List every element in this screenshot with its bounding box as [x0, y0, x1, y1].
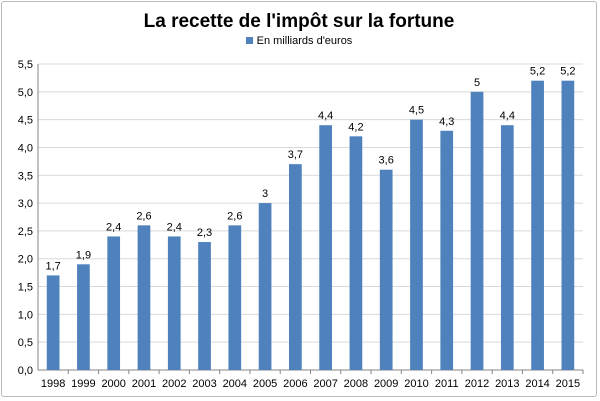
- bar: [77, 264, 90, 370]
- x-tick-label: 2008: [344, 378, 368, 390]
- data-label: 4,2: [348, 121, 363, 133]
- legend-swatch: [245, 37, 253, 44]
- y-tick-label: 3,5: [18, 170, 33, 182]
- x-tick-label: 2012: [465, 378, 489, 390]
- x-tick-label: 2009: [374, 378, 398, 390]
- data-label: 4,3: [439, 116, 454, 128]
- bar: [46, 275, 60, 370]
- x-tick-label: 1999: [71, 378, 95, 390]
- x-tick-label: 2001: [132, 378, 156, 390]
- y-tick-label: 4,0: [18, 142, 33, 154]
- chart-legend: En milliards d'euros: [2, 35, 596, 47]
- data-label: 2,6: [227, 210, 242, 222]
- y-tick-label: 4,5: [18, 115, 33, 127]
- x-tick-label: 2004: [223, 378, 247, 390]
- bar: [289, 164, 302, 370]
- data-label: 1,7: [45, 260, 60, 272]
- y-tick-label: 3,0: [18, 198, 33, 210]
- data-label: 2,6: [136, 210, 151, 222]
- x-tick-label: 2015: [556, 378, 580, 390]
- bar: [258, 203, 272, 370]
- y-tick-label: 1,5: [18, 282, 33, 294]
- data-label: 4,5: [409, 105, 424, 117]
- data-label: 3: [262, 188, 268, 200]
- y-tick-label: 0,0: [18, 365, 33, 377]
- bar: [137, 225, 151, 370]
- y-tick-label: 2,0: [18, 254, 33, 266]
- legend-label: En milliards d'euros: [256, 35, 353, 47]
- x-tick-label: 2005: [253, 378, 277, 390]
- bar: [319, 125, 332, 370]
- y-tick-label: 5,5: [18, 59, 33, 71]
- y-tick-label: 5,0: [18, 87, 33, 99]
- y-tick-label: 2,5: [18, 226, 33, 238]
- x-tick-label: 2000: [101, 378, 125, 390]
- x-tick-label: 2007: [313, 378, 337, 390]
- x-tick-label: 2010: [404, 378, 428, 390]
- x-tick-label: 2006: [283, 378, 307, 390]
- data-label: 5: [474, 77, 480, 89]
- data-label: 5,2: [560, 66, 575, 78]
- bar: [228, 225, 242, 370]
- data-label: 4,4: [318, 110, 333, 122]
- data-label: 3,6: [379, 155, 394, 167]
- x-tick-label: 2002: [162, 378, 186, 390]
- chart-title: La recette de l'impôt sur la fortune: [143, 11, 455, 32]
- x-tick-label: 2014: [525, 378, 549, 390]
- bar: [440, 130, 454, 370]
- bar: [379, 169, 393, 370]
- x-tick-label: 2003: [192, 378, 216, 390]
- bar: [500, 125, 514, 370]
- data-label: 4,4: [500, 110, 515, 122]
- x-tick-label: 2011: [435, 378, 459, 390]
- bar: [410, 119, 423, 371]
- bar: [349, 136, 363, 370]
- bar: [167, 236, 181, 370]
- y-tick-label: 1,0: [18, 309, 33, 321]
- y-tick-label: 0,5: [18, 337, 33, 349]
- bar: [561, 80, 575, 370]
- bar: [470, 91, 484, 371]
- data-label: 3,7: [288, 149, 303, 161]
- data-label: 2,4: [106, 221, 121, 233]
- bar: [531, 80, 544, 370]
- bar: [107, 236, 121, 370]
- data-label: 5,2: [530, 66, 545, 78]
- data-label: 1,9: [76, 249, 91, 261]
- x-tick-label: 1998: [41, 378, 65, 390]
- bar: [198, 242, 211, 370]
- x-tick-label: 2013: [495, 378, 519, 390]
- data-label: 2,3: [197, 227, 212, 239]
- data-label: 2,4: [167, 221, 182, 233]
